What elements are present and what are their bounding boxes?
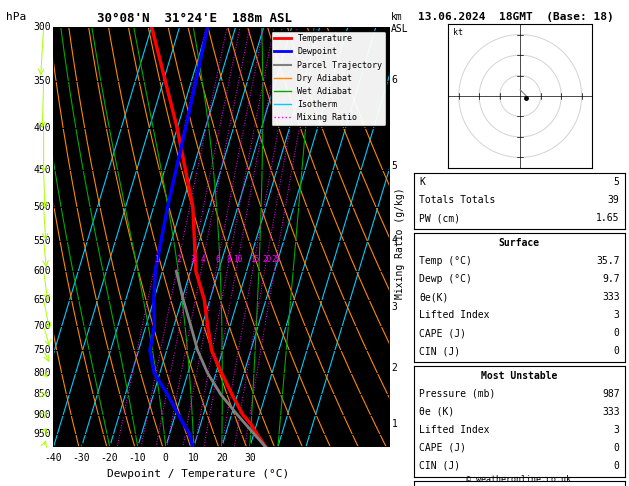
Text: Most Unstable: Most Unstable	[481, 371, 557, 381]
Text: 4: 4	[391, 235, 398, 245]
Text: 35.7: 35.7	[596, 256, 620, 266]
Text: 5: 5	[391, 161, 398, 171]
Text: 900: 900	[33, 410, 51, 419]
Text: 5: 5	[614, 177, 620, 188]
Text: 700: 700	[33, 321, 51, 331]
Text: Totals Totals: Totals Totals	[419, 195, 495, 206]
Text: CAPE (J): CAPE (J)	[419, 443, 466, 453]
Text: Dewp (°C): Dewp (°C)	[419, 274, 472, 284]
Legend: Temperature, Dewpoint, Parcel Trajectory, Dry Adiabat, Wet Adiabat, Isotherm, Mi: Temperature, Dewpoint, Parcel Trajectory…	[271, 31, 386, 125]
Text: 4: 4	[201, 255, 206, 264]
Text: Mixing Ratio (g/kg): Mixing Ratio (g/kg)	[395, 187, 405, 299]
Text: 30: 30	[244, 453, 255, 464]
Text: 950: 950	[33, 429, 51, 439]
Text: 450: 450	[33, 165, 51, 175]
Text: © weatheronline.co.uk: © weatheronline.co.uk	[467, 474, 571, 484]
Text: 30°08'N  31°24'E  188m ASL: 30°08'N 31°24'E 188m ASL	[97, 12, 292, 25]
Text: θe (K): θe (K)	[419, 407, 454, 417]
Text: 25: 25	[272, 255, 281, 264]
Text: Lifted Index: Lifted Index	[419, 310, 489, 320]
Text: 10: 10	[188, 453, 199, 464]
Text: θe(K): θe(K)	[419, 292, 448, 302]
Text: 3: 3	[191, 255, 195, 264]
Text: kt: kt	[453, 28, 462, 36]
Text: K: K	[419, 177, 425, 188]
Text: 10: 10	[233, 255, 243, 264]
Text: 550: 550	[33, 236, 51, 246]
Text: 39: 39	[608, 195, 620, 206]
Text: PW (cm): PW (cm)	[419, 213, 460, 224]
Text: 500: 500	[33, 202, 51, 212]
Text: Pressure (mb): Pressure (mb)	[419, 389, 495, 399]
Text: -30: -30	[73, 453, 91, 464]
Text: 600: 600	[33, 266, 51, 277]
Text: 350: 350	[33, 76, 51, 86]
Text: -40: -40	[45, 453, 62, 464]
Text: 20: 20	[262, 255, 271, 264]
Text: 0: 0	[614, 328, 620, 338]
Text: 2: 2	[177, 255, 181, 264]
Text: 0: 0	[614, 461, 620, 471]
Text: 1: 1	[154, 255, 159, 264]
Text: 1.65: 1.65	[596, 213, 620, 224]
Text: -10: -10	[129, 453, 147, 464]
Text: 8: 8	[227, 255, 231, 264]
Text: hPa: hPa	[6, 12, 26, 22]
Text: CAPE (J): CAPE (J)	[419, 328, 466, 338]
Text: 0: 0	[614, 346, 620, 356]
Text: CIN (J): CIN (J)	[419, 461, 460, 471]
Text: 6: 6	[216, 255, 221, 264]
Text: 650: 650	[33, 295, 51, 305]
Text: 3: 3	[391, 302, 398, 312]
Text: 0: 0	[614, 443, 620, 453]
Text: 987: 987	[602, 389, 620, 399]
Text: 400: 400	[33, 123, 51, 133]
Text: 2: 2	[391, 363, 398, 373]
Text: CIN (J): CIN (J)	[419, 346, 460, 356]
Text: 800: 800	[33, 368, 51, 378]
Text: Lifted Index: Lifted Index	[419, 425, 489, 435]
Text: 15: 15	[250, 255, 259, 264]
Text: Dewpoint / Temperature (°C): Dewpoint / Temperature (°C)	[107, 469, 289, 479]
Text: 333: 333	[602, 407, 620, 417]
Text: 333: 333	[602, 292, 620, 302]
Text: Temp (°C): Temp (°C)	[419, 256, 472, 266]
Text: -20: -20	[101, 453, 118, 464]
Text: 0: 0	[163, 453, 169, 464]
Text: 1: 1	[391, 419, 398, 429]
Text: 20: 20	[216, 453, 228, 464]
Text: 3: 3	[614, 425, 620, 435]
Text: 6: 6	[391, 75, 398, 85]
Text: 13.06.2024  18GMT  (Base: 18): 13.06.2024 18GMT (Base: 18)	[418, 12, 614, 22]
Text: 850: 850	[33, 389, 51, 399]
Text: 750: 750	[33, 345, 51, 355]
Text: Surface: Surface	[499, 238, 540, 248]
Text: km
ASL: km ASL	[391, 12, 409, 34]
Text: 3: 3	[614, 310, 620, 320]
Text: 9.7: 9.7	[602, 274, 620, 284]
Text: 300: 300	[33, 22, 51, 32]
